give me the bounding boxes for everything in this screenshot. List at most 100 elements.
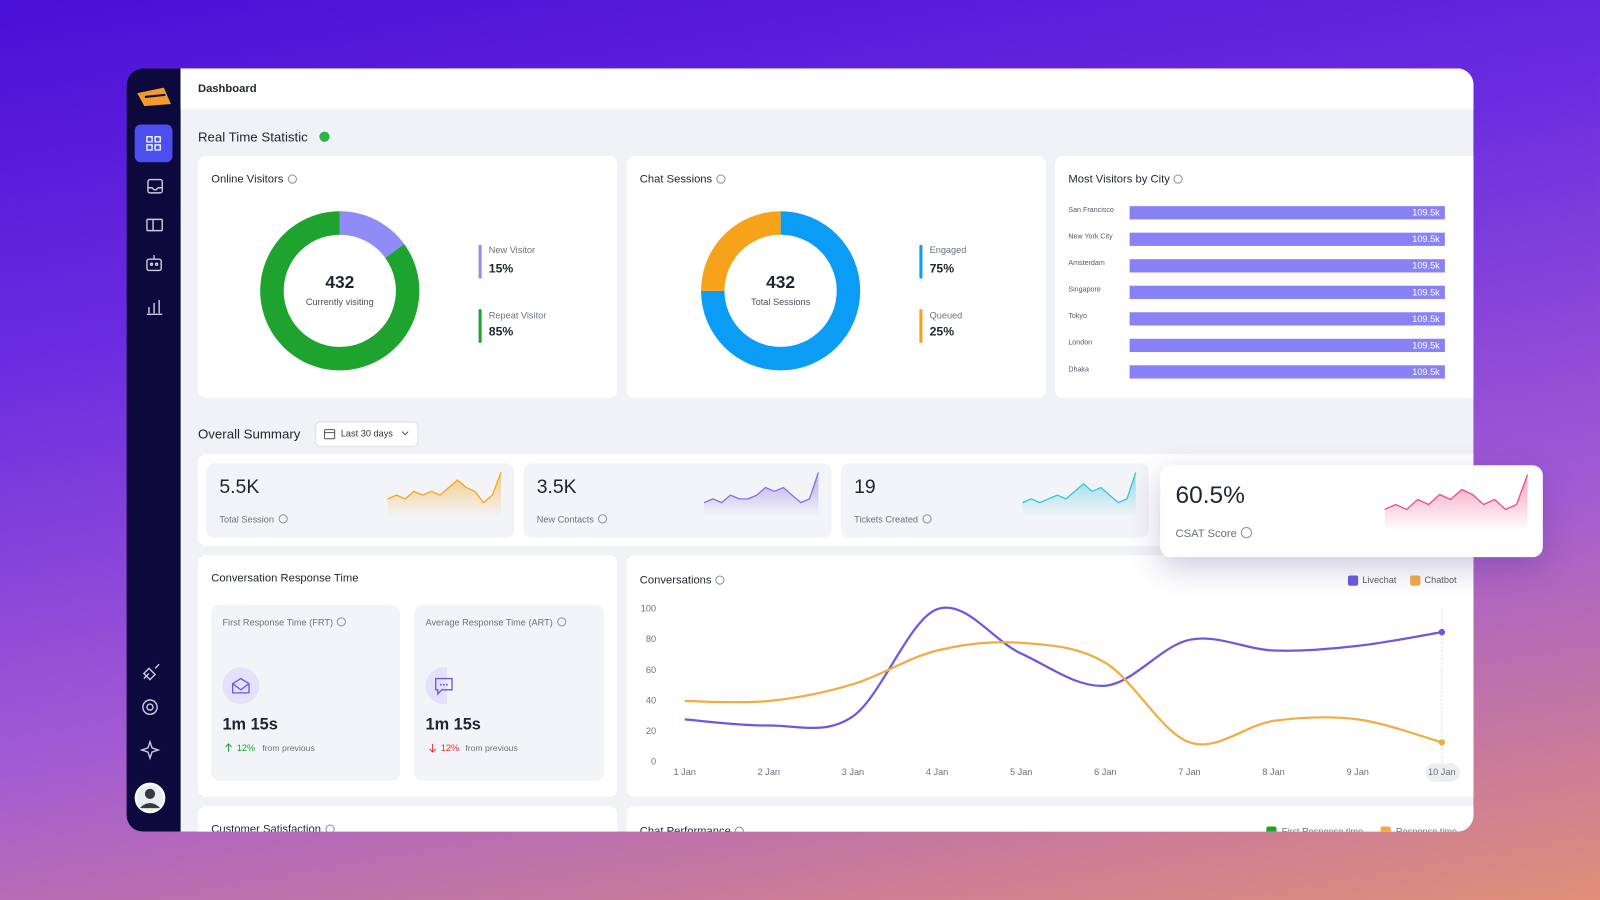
legend-label: New Visitor [488, 244, 536, 256]
line [684, 606, 1443, 730]
center-label: Currently visiting [305, 296, 374, 308]
filter-label: Last 30 days [340, 428, 393, 439]
sparkline [387, 472, 502, 504]
title-text: Online Visitors [211, 173, 284, 186]
y-tick-label: Singapore [1068, 286, 1101, 294]
x-tick-label: 8 Jan [1262, 767, 1284, 777]
nav-tickets[interactable] [146, 218, 163, 232]
x-tick-label: 10 Jan [1428, 767, 1456, 777]
value-label: 109.5k [1412, 367, 1440, 377]
stat-value: 60.5% [1175, 481, 1245, 510]
arrow-up [225, 743, 232, 753]
nav-integrations[interactable] [142, 663, 160, 681]
stat-value: 3.5K [536, 476, 577, 498]
sparkline-area [387, 472, 502, 517]
legend-value: 15% [488, 261, 514, 276]
title-text: Customer Satisfaction [211, 823, 322, 836]
sparkline [1384, 474, 1529, 511]
bar [1129, 259, 1445, 273]
nav-dashboard[interactable] [134, 124, 173, 163]
nav-inbox[interactable] [147, 178, 163, 194]
page-title: Dashboard [197, 82, 257, 95]
value-label: 109.5k [1412, 314, 1440, 324]
stat-label: Tickets Created [854, 514, 932, 525]
card-title: Chat Performance [640, 826, 745, 832]
legend-swatch [478, 244, 482, 279]
title-text: Most Visitors by City [1068, 173, 1170, 186]
sparkline [1022, 472, 1137, 504]
logo [137, 87, 171, 107]
stat-label-text: CSAT Score [1175, 528, 1237, 541]
y-tick-label: 100 [641, 604, 656, 614]
y-tick-label: New York City [1068, 233, 1113, 241]
header [180, 68, 1474, 110]
legend-label: Chatbot [1424, 575, 1457, 585]
value-label: 109.5k [1412, 208, 1440, 218]
y-tick-label: 20 [646, 726, 656, 736]
legend-swatch [919, 244, 923, 279]
legend-swatch [1410, 575, 1421, 586]
sidebar-icons [134, 87, 173, 814]
calendar-icon [323, 429, 336, 440]
section-title: Overall Summary [197, 426, 301, 442]
end-dot [1438, 739, 1446, 746]
card [626, 806, 1474, 832]
center-value: 432 [766, 272, 796, 292]
metric-note: from previous [465, 742, 518, 754]
x-tick-label: 4 Jan [926, 767, 948, 777]
metric-change: 12% [440, 742, 460, 754]
donut-slice [701, 211, 861, 371]
bar [1129, 285, 1445, 299]
end-dot [1438, 628, 1446, 636]
metric-icons [222, 667, 447, 705]
nav-ai[interactable] [139, 739, 161, 761]
line [684, 641, 1443, 746]
sidebar [126, 68, 181, 832]
card-title: Customer Satisfaction [211, 823, 335, 836]
legend-swatch [1380, 826, 1391, 832]
metric-label-text: First Response Time (FRT) [222, 617, 334, 628]
stat-label-text: Total Session [219, 514, 275, 525]
y-tick-label: Amsterdam [1068, 259, 1104, 267]
center-value: 432 [325, 272, 355, 292]
legend-label: Engaged [929, 244, 967, 256]
stat-label-text: Tickets Created [854, 514, 919, 525]
sparkline-area [1384, 474, 1528, 531]
y-tick-label: 0 [651, 757, 656, 767]
x-tick-label: 3 Jan [842, 767, 864, 777]
nav-settings[interactable] [142, 699, 158, 715]
metric-change: 12% [236, 742, 256, 754]
legend-value: 25% [929, 324, 955, 339]
nav-reports[interactable] [146, 299, 163, 315]
stat-value: 5.5K [219, 476, 260, 498]
card [626, 555, 1474, 797]
legend-label: Response time [1395, 826, 1458, 837]
center-label: Total Sessions [750, 296, 811, 308]
legend-label: First Response time [1281, 826, 1364, 837]
card-title: Conversation Response Time [211, 572, 359, 585]
y-tick-label: London [1068, 339, 1092, 347]
chevron [401, 431, 409, 436]
card [197, 806, 618, 832]
metric-label: Average Response Time (ART) [426, 617, 567, 628]
y-tick-label: San Francisco [1068, 206, 1114, 214]
y-tick-label: 80 [646, 634, 656, 644]
legend-swatch [478, 309, 482, 343]
card [1055, 156, 1474, 398]
live-dot [319, 131, 330, 142]
date-filter[interactable] [315, 421, 419, 447]
sparkline-area [1022, 472, 1136, 517]
value-label: 109.5k [1412, 340, 1440, 350]
legend-label: Repeat Visitor [488, 310, 547, 321]
card-title: Chat Sessions [640, 173, 726, 186]
title-text: Conversations [639, 574, 712, 587]
legend-swatch [1347, 575, 1359, 586]
donut-slice [260, 211, 420, 371]
y-tick-label: Dhaka [1068, 365, 1089, 373]
bar [1129, 312, 1445, 326]
bar [1129, 338, 1445, 353]
bar [1129, 232, 1445, 246]
